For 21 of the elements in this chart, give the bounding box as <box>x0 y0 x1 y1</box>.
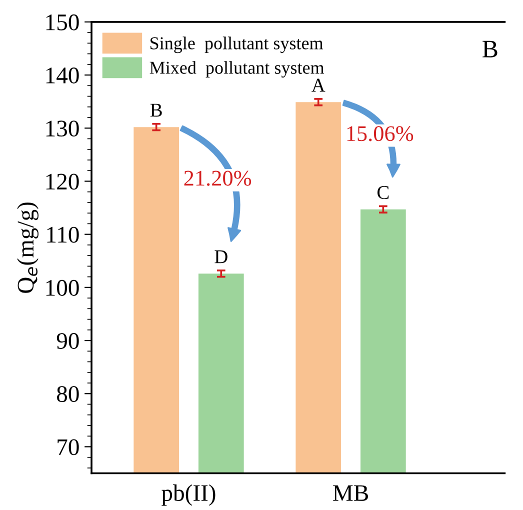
legend-label: Single pollutant system <box>150 36 324 54</box>
annotation: D <box>214 250 228 264</box>
y-tick-label: 100 <box>46 280 79 296</box>
y-tick-label: 90 <box>56 333 79 349</box>
y-tick-label: 130 <box>46 120 79 137</box>
y-tick-label: 80 <box>57 386 79 402</box>
annotation: 15.06% <box>347 126 414 142</box>
y-tick-label: 110 <box>47 226 79 243</box>
y-axis-title: Q$_{e}$(mg/g) <box>17 202 39 293</box>
annotation: A <box>312 78 326 92</box>
annotation: 21.20% <box>184 170 252 186</box>
x-tick-label: pb(II) <box>162 484 216 506</box>
y-tick-label: 150 <box>46 14 79 30</box>
y-tick-label: 140 <box>46 68 79 84</box>
y-tick-label: 120 <box>46 174 79 190</box>
x-tick-label: MB <box>333 485 368 501</box>
y-tick-label: 70 <box>58 439 79 456</box>
annotation: B <box>150 104 162 117</box>
annotation: C <box>377 186 389 200</box>
annotation: B <box>482 40 498 58</box>
legend-label: Mixed pollutant system <box>150 61 324 78</box>
